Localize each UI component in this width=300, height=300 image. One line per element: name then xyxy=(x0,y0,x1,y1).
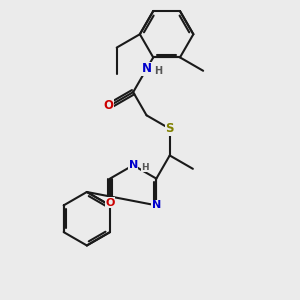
Text: N: N xyxy=(142,62,152,76)
Text: N: N xyxy=(152,200,161,210)
Text: H: H xyxy=(154,66,162,76)
Text: O: O xyxy=(105,198,115,208)
Text: H: H xyxy=(141,163,149,172)
Text: S: S xyxy=(166,122,174,135)
Text: O: O xyxy=(103,99,113,112)
Text: N: N xyxy=(128,160,138,170)
